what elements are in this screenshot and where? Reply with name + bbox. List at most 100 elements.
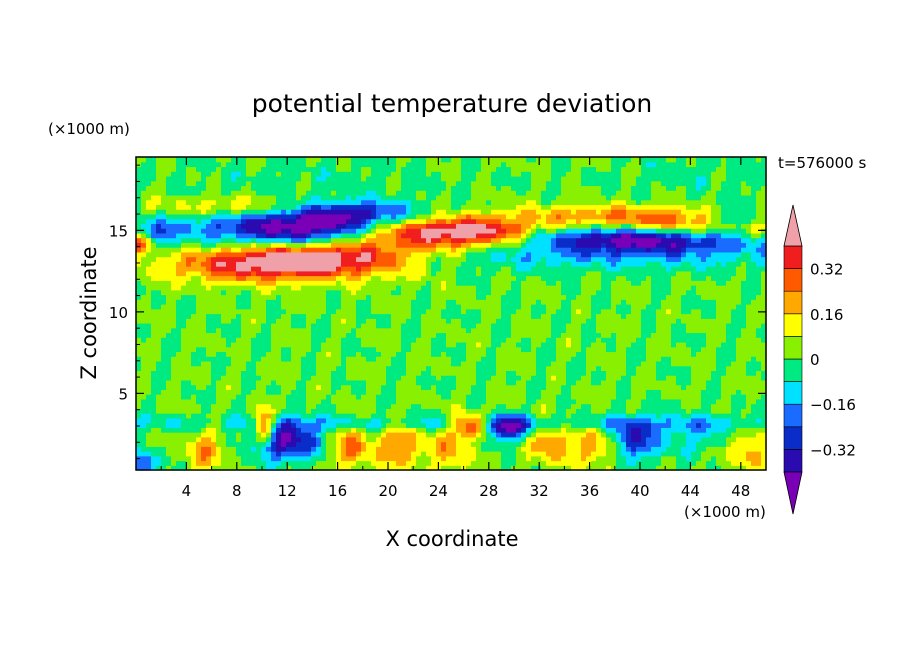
field-cell [236, 413, 242, 419]
field-cell [271, 199, 277, 206]
field-cell [226, 223, 232, 229]
field-cell [446, 432, 452, 438]
field-cell [381, 299, 387, 305]
field-cell [411, 375, 417, 381]
field-cell [461, 413, 467, 419]
field-cell [446, 375, 452, 381]
field-cell [506, 204, 512, 210]
field-cell [361, 318, 367, 324]
field-cell [246, 313, 252, 319]
field-cell [181, 285, 187, 291]
field-cell [151, 204, 157, 210]
field-cell [271, 322, 277, 329]
field-cell [451, 384, 457, 390]
field-cell [236, 341, 242, 348]
field-cell [296, 280, 302, 286]
field-cell [311, 218, 317, 224]
field-cell [136, 427, 142, 433]
field-cell [466, 304, 472, 310]
field-cell [451, 270, 457, 277]
field-cell [461, 322, 467, 329]
field-cell [486, 455, 492, 462]
field-cell [271, 389, 277, 395]
field-cell [456, 318, 462, 324]
field-cell [406, 190, 412, 196]
field-cell [346, 436, 352, 443]
field-cell [321, 218, 327, 224]
field-cell [481, 370, 487, 376]
field-cell [266, 346, 272, 353]
field-cell [246, 256, 252, 262]
field-cell [346, 275, 352, 281]
field-cell [241, 408, 247, 414]
field-cell [451, 346, 457, 353]
field-cell [321, 341, 327, 348]
field-cell [411, 360, 417, 367]
field-cell [281, 289, 287, 296]
field-cell [206, 304, 212, 310]
field-cell [406, 384, 412, 390]
field-cell [251, 379, 257, 386]
field-cell [221, 256, 227, 262]
field-cell [176, 242, 182, 248]
field-cell [376, 266, 382, 272]
field-cell [391, 370, 397, 376]
field-cell [306, 308, 312, 315]
field-cell [251, 166, 257, 172]
field-cell [291, 318, 297, 324]
field-cell [411, 157, 417, 163]
field-cell [316, 190, 322, 196]
field-cell [361, 261, 367, 267]
field-cell [501, 213, 507, 220]
field-cell [316, 436, 322, 443]
field-cell [491, 194, 497, 201]
field-cell [271, 408, 277, 414]
field-cell [441, 308, 447, 315]
field-cell [381, 275, 387, 281]
field-cell [506, 171, 512, 177]
field-cell [386, 379, 392, 386]
field-cell [306, 161, 312, 168]
field-cell [301, 308, 307, 315]
field-cell [136, 394, 142, 400]
field-cell [206, 294, 212, 300]
field-cell [396, 228, 402, 234]
field-cell [181, 242, 187, 248]
field-cell [396, 294, 402, 300]
field-cell [216, 199, 222, 206]
field-cell [491, 370, 497, 376]
field-cell [261, 228, 267, 234]
field-cell [276, 360, 282, 367]
field-cell [461, 360, 467, 367]
field-cell [286, 308, 292, 315]
field-cell [251, 304, 257, 310]
field-cell [466, 346, 472, 353]
field-cell [256, 455, 262, 462]
field-cell [211, 346, 217, 353]
field-cell [296, 446, 302, 452]
field-cell [341, 436, 347, 443]
field-cell [216, 460, 222, 466]
field-cell [261, 175, 267, 182]
field-cell [406, 261, 412, 267]
field-cell [201, 270, 207, 277]
field-cell [176, 446, 182, 452]
field-cell [271, 161, 277, 168]
field-cell [496, 460, 502, 466]
field-cell [416, 304, 422, 310]
field-cell [186, 413, 192, 419]
field-cell [396, 346, 402, 353]
field-cell [401, 218, 407, 224]
field-cell [151, 190, 157, 196]
field-cell [371, 360, 377, 367]
field-cell [301, 318, 307, 324]
field-cell [441, 247, 447, 253]
field-cell [181, 417, 187, 424]
field-cell [446, 157, 452, 163]
field-cell [341, 408, 347, 414]
field-cell [256, 180, 262, 187]
field-cell [416, 261, 422, 267]
field-cell [446, 394, 452, 400]
field-cell [496, 346, 502, 353]
field-cell [321, 370, 327, 376]
